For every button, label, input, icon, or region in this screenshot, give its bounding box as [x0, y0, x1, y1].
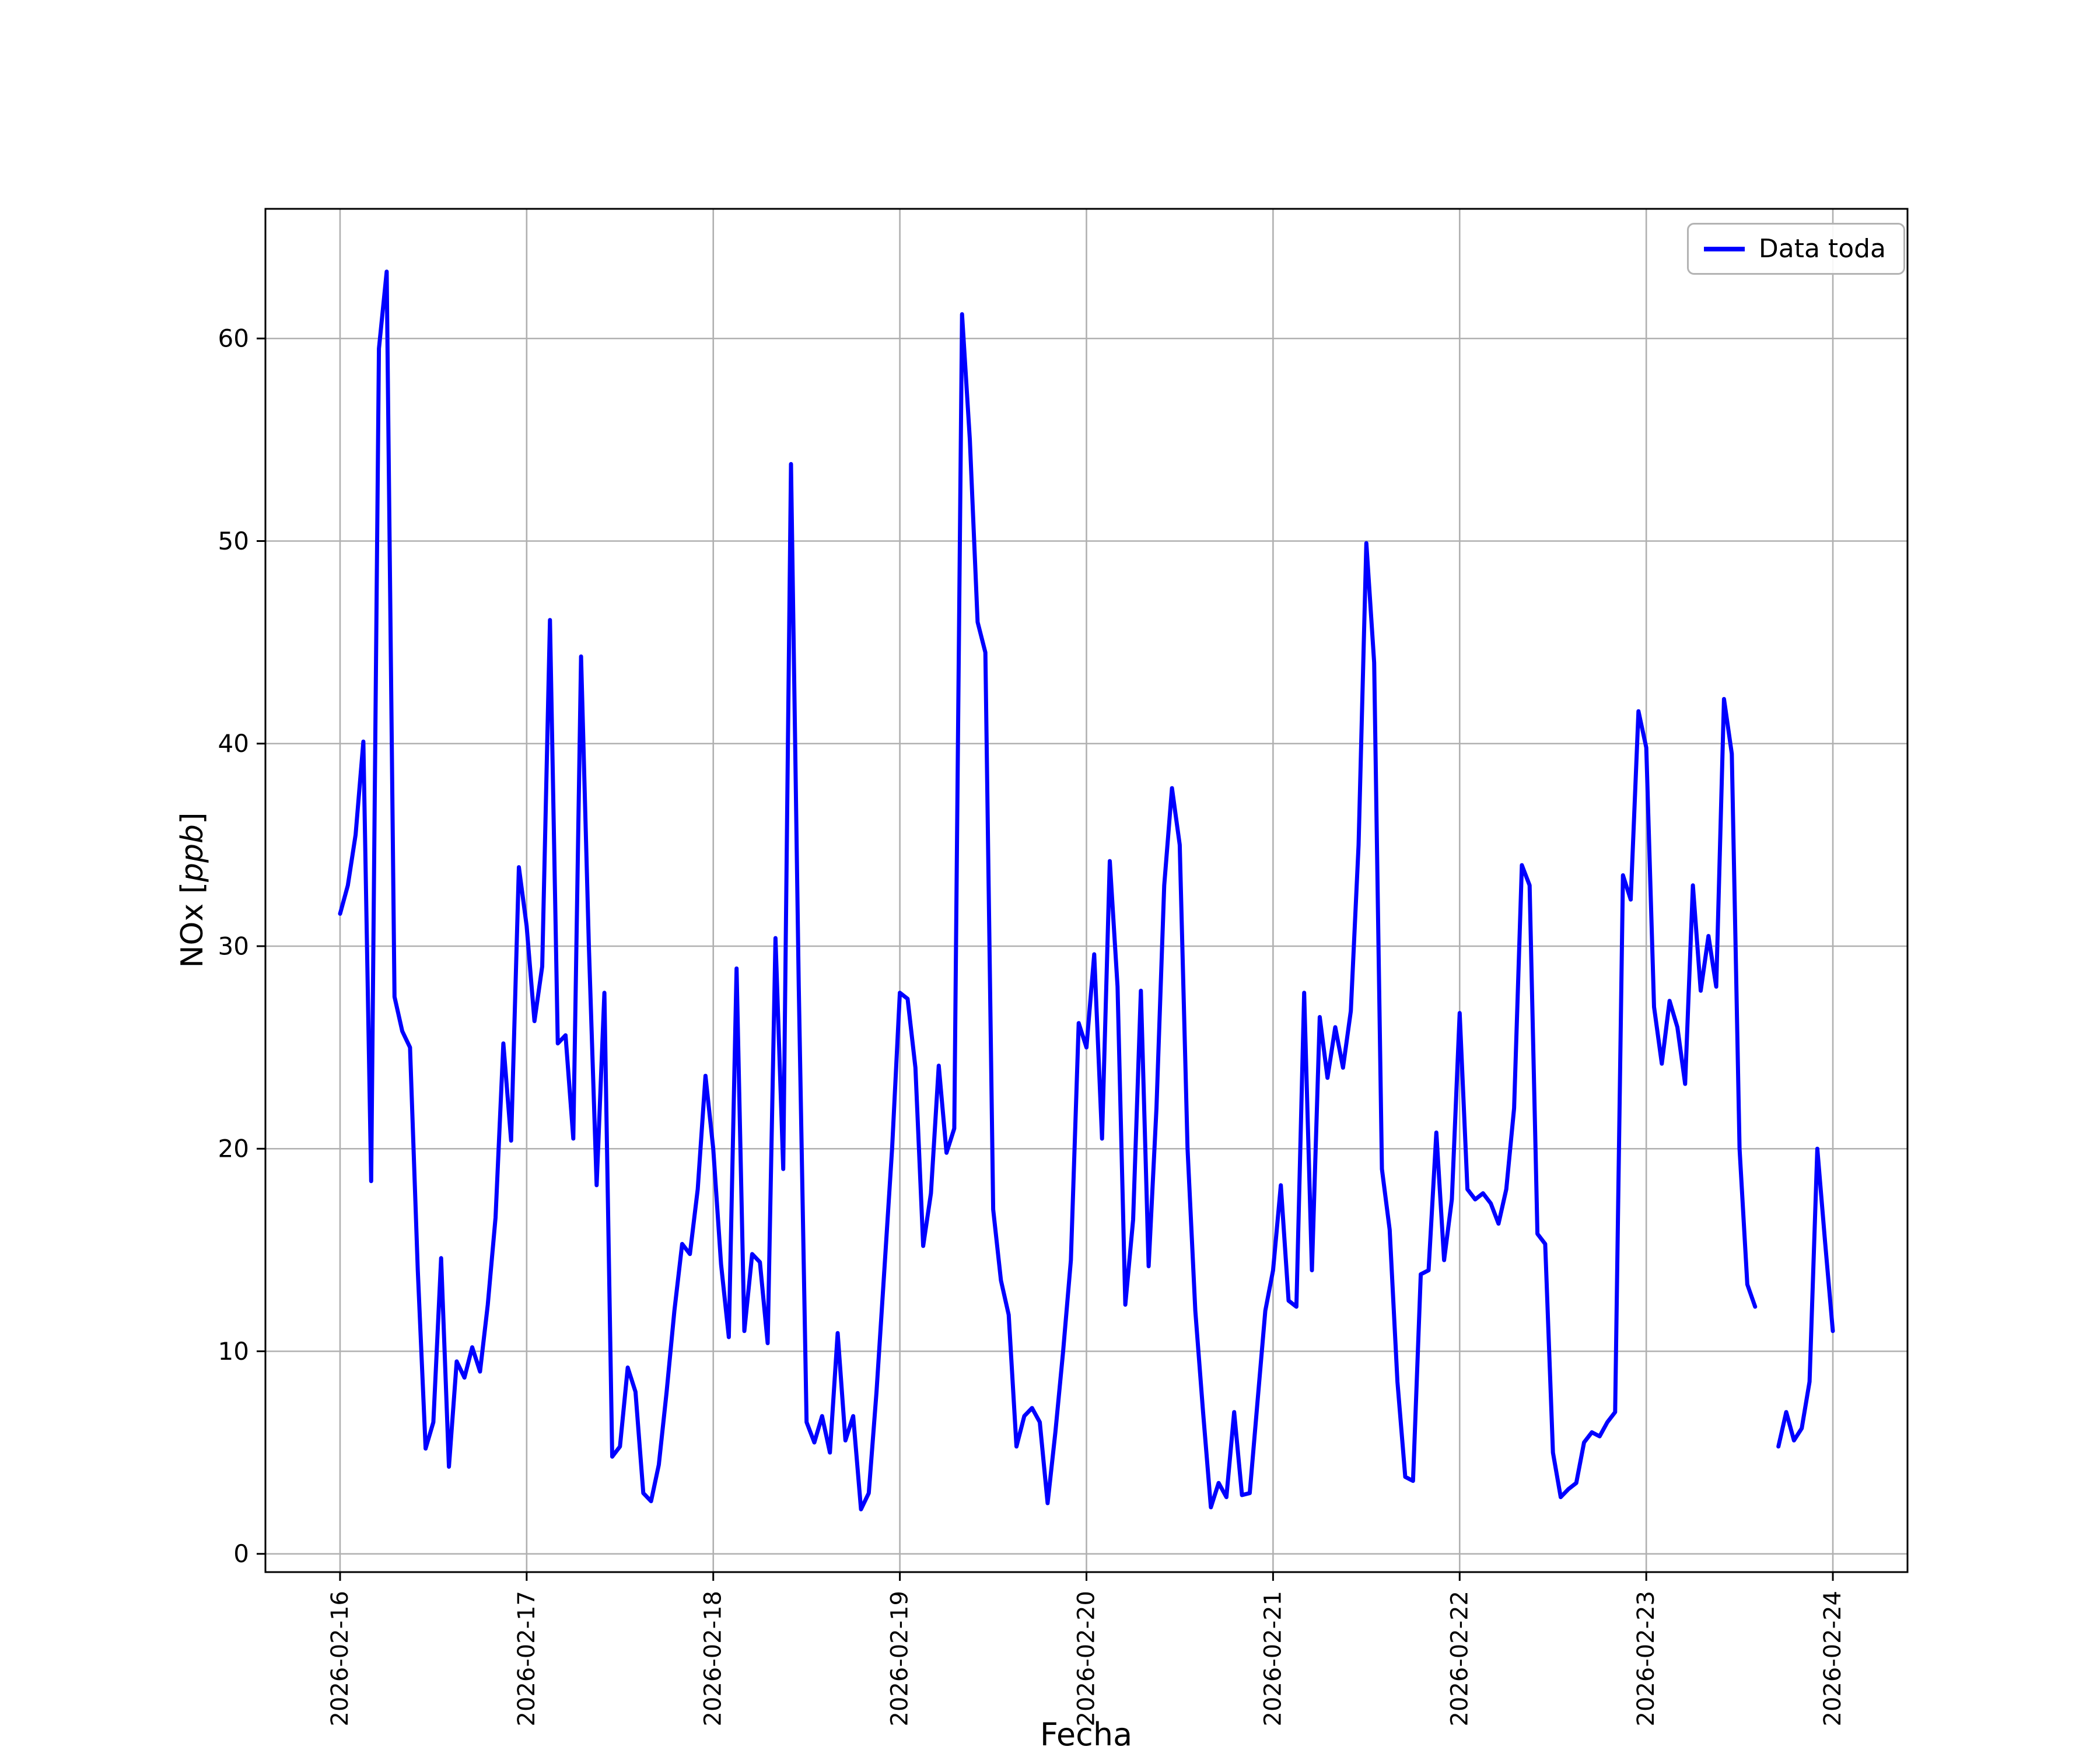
y-tick-label: 30: [218, 932, 249, 960]
x-tick-label: 2026-02-18: [700, 1591, 727, 1726]
y-tick-label: 0: [233, 1539, 249, 1568]
y-axis-label-post: ]: [175, 812, 210, 824]
x-tick-label: 2026-02-21: [1259, 1591, 1286, 1726]
x-tick-labels: 2026-02-16 2026-02-17 2026-02-18 2026-02-19…: [327, 1591, 1846, 1726]
tick-marks: [257, 337, 1834, 1581]
x-tick-label: 2026-02-19: [887, 1591, 914, 1726]
y-axis-label-pre: NOx [: [175, 881, 210, 968]
x-tick-label: 2026-02-20: [1073, 1591, 1100, 1726]
legend: Data toda: [1686, 223, 1905, 275]
y-tick-label: 50: [218, 527, 249, 555]
y-tick-label: 40: [218, 729, 249, 758]
grid-lines: [265, 209, 1908, 1572]
y-axis-label-unit: ppb: [175, 824, 210, 882]
x-tick-label: 2026-02-17: [513, 1591, 540, 1726]
y-axis-label: NOx [ppb]: [175, 813, 210, 968]
data-line-series: [338, 270, 1835, 1511]
legend-line-sample-icon: [1703, 246, 1745, 251]
y-tick-label: 20: [218, 1135, 249, 1163]
x-tick-label: 2026-02-16: [327, 1591, 354, 1726]
y-tick-label: 60: [218, 324, 249, 353]
x-tick-label: 2026-02-23: [1633, 1591, 1660, 1726]
x-tick-label: 2026-02-24: [1819, 1591, 1846, 1726]
y-tick-labels: 0 10 20 30 40 50 60: [218, 324, 249, 1569]
legend-label: Data toda: [1758, 234, 1886, 264]
x-tick-label: 2026-02-22: [1446, 1591, 1473, 1726]
x-axis-label: Fecha: [1040, 1716, 1133, 1750]
y-tick-label: 10: [218, 1337, 249, 1366]
